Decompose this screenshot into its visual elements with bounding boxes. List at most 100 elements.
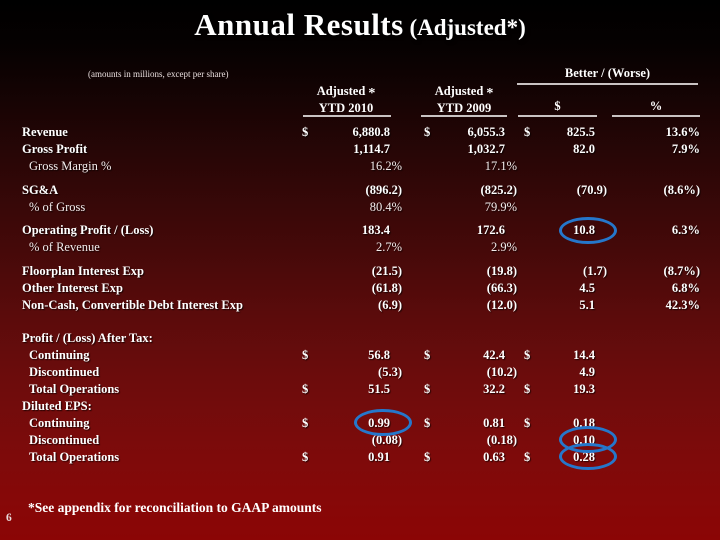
table-row: Discontinued (5.3) (10.2) 4.9 [22, 364, 700, 381]
row-label: Profit / (Loss) After Tax: [22, 330, 153, 345]
cell-value: 79.9% [484, 199, 517, 214]
cell-value: 80.4% [369, 199, 402, 214]
cell-better-percent [595, 398, 700, 415]
table-row: SG&A (896.2) (825.2) (70.9) (8.6%) [22, 182, 700, 199]
table-row: Continuing $56.8 $42.4 $14.4 [22, 347, 700, 364]
column-spacer [505, 124, 524, 141]
column-spacer [505, 398, 524, 415]
cell-value: 4.9 [579, 364, 595, 379]
cell-better-dollar: 0.28 [540, 449, 595, 466]
cell-ytd2009: (10.2) [440, 364, 517, 381]
units-note: (amounts in millions, except per share) [88, 69, 229, 79]
row-label: Operating Profit / (Loss) [22, 223, 154, 237]
cell-better-percent: (8.7%) [595, 263, 700, 280]
cell-value: $ [524, 347, 531, 362]
cell-ytd2010: 1,114.7 [318, 141, 390, 158]
cell-value: (8.7%) [663, 263, 700, 278]
column-spacer [390, 330, 424, 347]
cell-better-percent: 7.9% [595, 141, 700, 158]
dollar-sign-2009: $ [424, 381, 440, 398]
column-header-ytd-2010: YTD 2010 [318, 101, 374, 115]
cell-ytd2010: (0.08) [318, 432, 402, 449]
cell-value: 19.3 [573, 381, 595, 396]
cell-ytd2010: (5.3) [318, 364, 402, 381]
column-spacer [390, 124, 424, 141]
cell-better-percent [595, 199, 700, 216]
dollar-sign-better: $ [524, 347, 540, 364]
underline-ytd-2009 [421, 115, 507, 117]
cell-value: $ [424, 381, 431, 396]
dollar-sign-2009 [424, 182, 440, 199]
dollar-sign-better [524, 330, 540, 347]
cell-better-percent: 6.8% [595, 280, 700, 297]
dollar-sign-better: $ [524, 381, 540, 398]
table-row: % of Revenue 2.7% 2.9% [22, 239, 700, 256]
asterisk: * [486, 86, 494, 101]
cell-ytd2009: 0.63 [440, 449, 505, 466]
dollar-sign-better [524, 263, 540, 280]
cell-ytd2010: 183.4 [318, 222, 390, 239]
cell-better-percent [595, 449, 700, 466]
cell-better-dollar [540, 330, 595, 347]
column-spacer [390, 449, 424, 466]
cell-better-dollar [540, 239, 595, 256]
dollar-sign-2009: $ [424, 347, 440, 364]
dollar-sign-2010: $ [302, 347, 318, 364]
dollar-sign-better [524, 222, 540, 239]
cell-ytd2009: (66.3) [440, 280, 517, 297]
cell-value: 42.4 [483, 347, 505, 362]
cell-value: 17.1% [484, 159, 517, 173]
cell-ytd2009: 17.1% [440, 158, 517, 175]
table-row: Non-Cash, Convertible Debt Interest Exp (… [22, 297, 700, 314]
cell-value: 10.8 [573, 223, 595, 237]
cell-ytd2010: 16.2% [318, 158, 402, 175]
cell-ytd2009: 2.9% [440, 239, 517, 256]
row-label: Revenue [22, 125, 68, 139]
cell-value: 1,114.7 [353, 142, 390, 156]
cell-value: 1,032.7 [467, 142, 506, 156]
column-header-adjusted-2009-line1: Adjusted * [434, 84, 494, 101]
row-label: Floorplan Interest Exp [22, 263, 144, 278]
cell-value: 5.1 [579, 297, 595, 312]
cell-value: 14.4 [573, 347, 595, 362]
dollar-sign-better [524, 398, 540, 415]
dollar-sign-2010 [302, 158, 318, 175]
cell-better-dollar: 825.5 [540, 124, 595, 141]
dollar-sign-2010: $ [302, 449, 318, 466]
cell-ytd2009: 42.4 [440, 347, 505, 364]
row-label: Total Operations [29, 381, 120, 396]
dollar-sign-2009: $ [424, 449, 440, 466]
cell-ytd2009: 1,032.7 [440, 141, 506, 158]
cell-value: 6.8% [671, 280, 700, 295]
cell-better-percent [595, 347, 700, 364]
row-label: Gross Margin % [29, 159, 112, 173]
dollar-sign-2009 [424, 364, 440, 381]
dollar-sign-2009 [424, 199, 440, 216]
column-spacer [390, 222, 424, 239]
cell-better-dollar: 10.8 [540, 222, 595, 239]
cell-ytd2010 [318, 398, 390, 415]
cell-better-percent: 42.3% [595, 297, 700, 314]
row-label: Non-Cash, Convertible Debt Interest Exp [22, 297, 243, 312]
cell-value: 16.2% [369, 159, 402, 173]
dollar-sign-better: $ [524, 415, 540, 432]
row-label: Other Interest Exp [22, 280, 123, 295]
cell-value: (12.0) [486, 297, 517, 312]
cell-ytd2010: (6.9) [318, 297, 402, 314]
column-header-ytd-2009: YTD 2009 [436, 101, 492, 115]
cell-value: (0.08) [371, 432, 402, 447]
cell-better-dollar [540, 398, 595, 415]
slide-title-suffix: (Adjusted*) [403, 15, 526, 40]
row-label: % of Revenue [29, 240, 100, 254]
dollar-sign-2010 [302, 141, 318, 158]
cell-better-dollar: 4.5 [540, 280, 595, 297]
column-spacer [505, 415, 524, 432]
dollar-sign-2010 [302, 199, 318, 216]
column-spacer [505, 141, 524, 158]
dollar-sign-better [524, 432, 540, 449]
cell-value: 6.3% [671, 223, 700, 237]
column-spacer [505, 449, 524, 466]
cell-value: 0.18 [573, 415, 595, 430]
cell-value: 4.5 [579, 280, 595, 295]
dollar-sign-2009 [424, 330, 440, 347]
